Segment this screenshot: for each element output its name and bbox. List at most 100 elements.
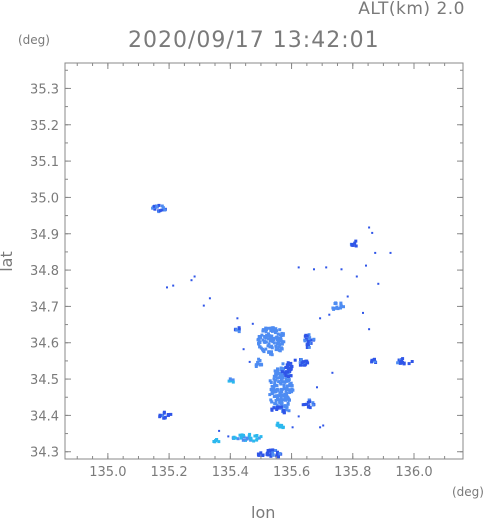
echo-pixel (153, 204, 156, 208)
echo-pixel (309, 338, 313, 342)
echo-pixel (277, 340, 281, 343)
echo-pixel (280, 331, 284, 335)
echo-pixel (242, 435, 246, 439)
echo-pixel (228, 377, 232, 381)
echo-pixel (276, 421, 280, 425)
echo-pixel (231, 380, 235, 384)
echo-cell (396, 357, 414, 366)
echo-pixel (274, 449, 278, 452)
x-tick-label: 136.0 (395, 465, 432, 480)
echo-pixel (268, 339, 272, 343)
echo-pixel (303, 339, 307, 343)
echo-pixel (267, 326, 270, 330)
echo-pixel (298, 361, 302, 365)
echo-pixel (267, 342, 271, 346)
echo-pixel (277, 455, 280, 459)
echo-speckle (325, 266, 328, 269)
echo-pixel (279, 405, 283, 409)
echo-pixel (279, 382, 283, 386)
echo-pixel (373, 360, 377, 363)
echo-pixel (214, 439, 217, 443)
echo-speckle (322, 424, 325, 427)
echo-pixel (299, 358, 303, 362)
echo-pixel (272, 406, 276, 410)
echo-speckle (365, 264, 367, 267)
y-tick-label: 35.3 (30, 82, 59, 97)
echo-pixel (283, 371, 287, 375)
echo-pixel (267, 350, 271, 354)
echo-pixel (282, 393, 286, 397)
echo-pixel (305, 359, 309, 363)
echo-speckle (346, 295, 349, 298)
echo-pixel (258, 345, 262, 349)
echo-pixel (161, 413, 164, 417)
echo-speckle (368, 328, 371, 331)
echo-pixel (287, 373, 291, 377)
echo-pixel (307, 404, 311, 408)
echo-pixel (286, 378, 290, 382)
y-unit-label: (deg) (18, 33, 50, 47)
y-tick-label: 34.7 (30, 300, 59, 315)
echo-pixel (285, 392, 289, 395)
echo-pixel (272, 377, 276, 381)
echo-pixel (269, 398, 273, 402)
echo-pixel (257, 342, 261, 346)
echo-pixel (237, 326, 241, 330)
echo-pixel (342, 305, 345, 309)
echo-pixel (278, 349, 282, 353)
echo-cell (303, 333, 316, 349)
echo-speckle (242, 348, 245, 351)
echo-pixel (275, 408, 279, 411)
echo-pixel (281, 409, 285, 413)
echo-pixel (160, 208, 164, 212)
echo-pixel (268, 393, 272, 397)
echo-pixel (261, 338, 265, 342)
echo-pixel (275, 329, 279, 333)
echo-speckle (362, 311, 364, 314)
echo-pixel (401, 357, 405, 361)
echo-pixel (269, 454, 273, 458)
echo-pixel (255, 363, 259, 367)
echo-pixel (300, 361, 304, 365)
echo-pixel (402, 362, 406, 366)
echo-pixel (278, 452, 282, 456)
echo-pixel (161, 206, 165, 210)
echo-speckle (355, 275, 358, 278)
echo-pixel (160, 204, 164, 208)
echo-pixel (272, 341, 276, 345)
echo-pixel (276, 450, 279, 454)
x-tick-label: 135.4 (212, 465, 249, 480)
echo-pixel (263, 328, 267, 332)
echo-pixel (261, 349, 265, 352)
echo-pixel (283, 405, 287, 408)
echo-pixel (235, 328, 239, 332)
echo-cell (212, 438, 221, 444)
echo-pixel (336, 307, 340, 311)
echo-pixel (257, 362, 261, 366)
echo-pixel (268, 345, 272, 349)
echo-pixel (287, 409, 291, 413)
echo-pixel (261, 454, 265, 457)
echo-pixel (339, 304, 343, 308)
echo-pixel (237, 330, 241, 334)
echo-cell (349, 239, 358, 248)
echo-pixel (270, 350, 273, 354)
echo-pixel (350, 243, 354, 246)
echo-pixel (370, 358, 374, 362)
echo-speckle (190, 279, 193, 282)
echo-pixel (255, 434, 259, 437)
echo-pixel (280, 347, 284, 351)
echo-pixel (267, 453, 271, 457)
echo-pixel (227, 379, 231, 383)
echo-pixel (287, 375, 290, 378)
x-tick-label: 135.2 (150, 465, 187, 480)
echo-pixel (158, 209, 162, 213)
echo-pixel (278, 423, 282, 427)
y-tick-label: 34.5 (30, 373, 59, 388)
echo-pixel (239, 436, 243, 440)
echo-pixel (293, 358, 297, 362)
echo-pixel (271, 450, 274, 454)
echo-pixel (266, 344, 270, 348)
echo-cell (256, 448, 283, 459)
echo-pixel (278, 391, 282, 395)
